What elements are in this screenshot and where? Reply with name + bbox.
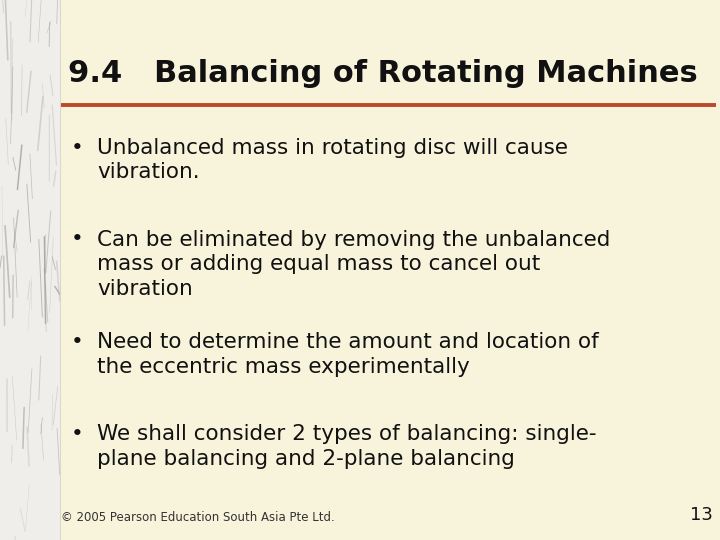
Text: •: • bbox=[71, 230, 84, 249]
Text: •: • bbox=[71, 424, 84, 444]
Text: 13: 13 bbox=[690, 506, 713, 524]
Text: •: • bbox=[71, 332, 84, 352]
Text: We shall consider 2 types of balancing: single-
plane balancing and 2-plane bala: We shall consider 2 types of balancing: … bbox=[97, 424, 597, 469]
FancyBboxPatch shape bbox=[0, 0, 60, 540]
Text: •: • bbox=[71, 138, 84, 158]
Text: Unbalanced mass in rotating disc will cause
vibration.: Unbalanced mass in rotating disc will ca… bbox=[97, 138, 568, 183]
Text: Can be eliminated by removing the unbalanced
mass or adding equal mass to cancel: Can be eliminated by removing the unbala… bbox=[97, 230, 611, 299]
FancyBboxPatch shape bbox=[0, 0, 60, 540]
Text: 9.4   Balancing of Rotating Machines: 9.4 Balancing of Rotating Machines bbox=[68, 59, 698, 89]
Text: Need to determine the amount and location of
the eccentric mass experimentally: Need to determine the amount and locatio… bbox=[97, 332, 599, 377]
Text: © 2005 Pearson Education South Asia Pte Ltd.: © 2005 Pearson Education South Asia Pte … bbox=[61, 511, 335, 524]
